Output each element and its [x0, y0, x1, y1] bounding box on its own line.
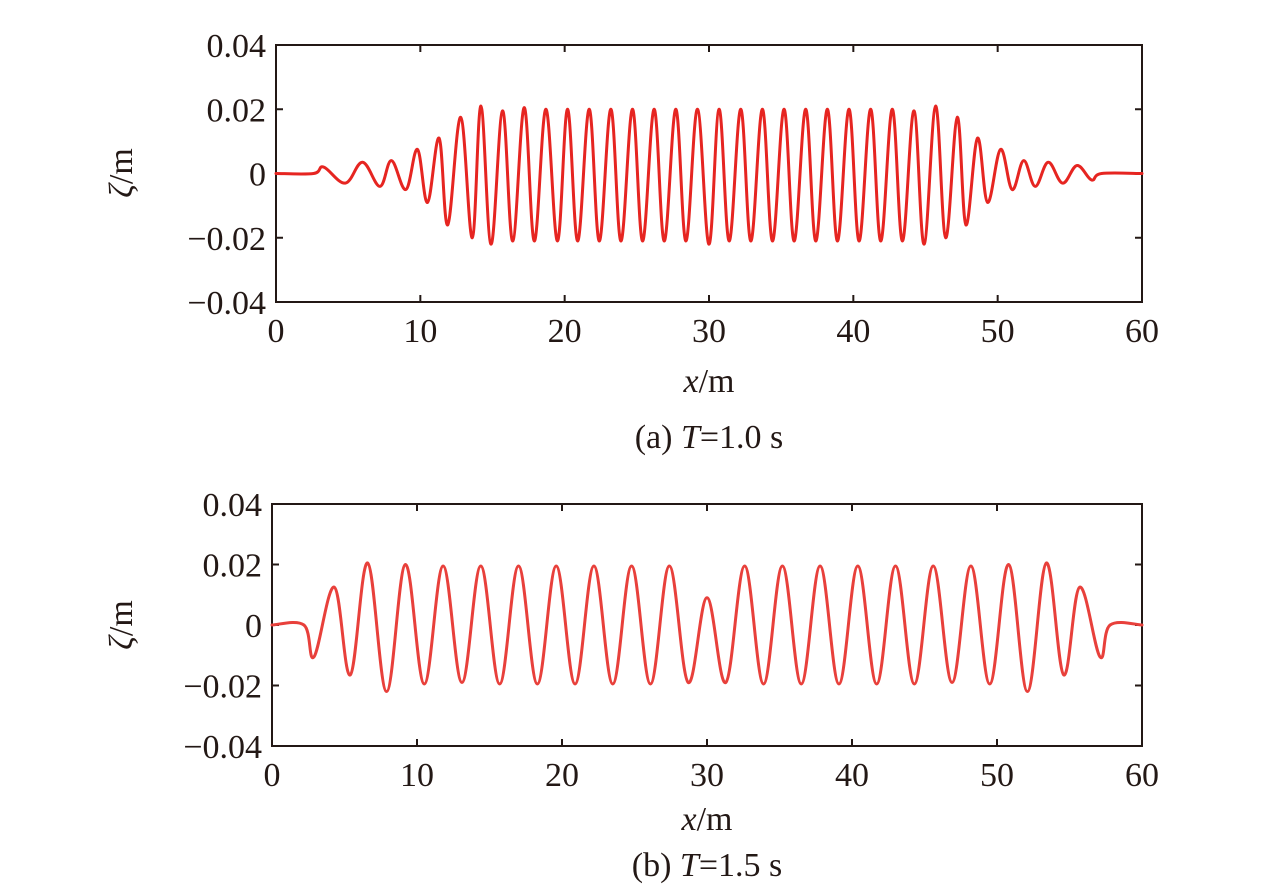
y-tick-label: −0.02 — [187, 221, 266, 258]
plot-frame — [275, 44, 1143, 303]
x-tick-label: 30 — [690, 757, 724, 794]
y-axis-unit: /m — [103, 148, 140, 184]
wave-series-line — [274, 104, 1144, 246]
x-tick-label: 20 — [548, 313, 582, 350]
x-tick-label: 0 — [268, 313, 285, 350]
y-tick-label: 0.02 — [207, 92, 267, 129]
x-tick-label: 50 — [981, 313, 1015, 350]
x-axis-label: x/m — [681, 801, 733, 838]
x-axis-label: x/m — [683, 363, 735, 400]
y-axis-label: ζ/m — [103, 600, 140, 650]
y-tick-label: 0.04 — [207, 28, 267, 65]
panel-b: 0 10 20 30 40 50 600.040.020−0.02−0.04ζ/mx/m(b… — [103, 487, 1159, 884]
y-tick-label: −0.02 — [183, 669, 262, 706]
caption-prefix: (b) — [632, 847, 680, 884]
x-tick-label: 50 — [980, 757, 1014, 794]
y-tick-label: −0.04 — [183, 729, 262, 766]
panel-caption: (b) T=1.5 s — [632, 847, 782, 884]
wave-series-line — [270, 561, 1144, 694]
caption-variable: T — [680, 847, 701, 884]
y-axis-variable: ζ — [103, 634, 140, 650]
x-tick-label: 10 — [400, 757, 434, 794]
y-tick-label: 0.04 — [203, 487, 263, 524]
x-axis-variable: x — [681, 801, 697, 838]
y-tick-label: −0.04 — [187, 285, 266, 322]
x-tick-label: 40 — [835, 757, 869, 794]
x-tick-label: 20 — [545, 757, 579, 794]
y-tick-label: 0 — [249, 157, 266, 194]
panel-caption: (a) T=1.0 s — [635, 419, 784, 456]
caption-variable: T — [681, 419, 702, 456]
x-tick-label: 60 — [1125, 757, 1159, 794]
x-tick-label: 30 — [692, 313, 726, 350]
x-tick-label: 10 — [403, 313, 437, 350]
x-tick-label: 40 — [836, 313, 870, 350]
panel-a: 0 10 20 30 40 50 600.040.020−0.02−0.04ζ/mx/m(a… — [103, 28, 1159, 456]
x-axis-variable: x — [683, 363, 699, 400]
caption-value: =1.0 s — [700, 419, 783, 456]
x-tick-label: 0 — [264, 757, 281, 794]
y-tick-label: 0 — [245, 608, 262, 645]
caption-prefix: (a) — [635, 419, 681, 456]
plot-frame — [271, 503, 1143, 747]
y-axis-unit: /m — [103, 600, 140, 636]
y-axis-label: ζ/m — [103, 148, 140, 198]
x-tick-label: 60 — [1125, 313, 1159, 350]
caption-value: =1.5 s — [699, 847, 782, 884]
y-axis-variable: ζ — [103, 182, 140, 198]
x-axis-unit: /m — [697, 801, 733, 838]
x-axis-unit: /m — [699, 363, 735, 400]
y-tick-label: 0.02 — [203, 548, 263, 585]
